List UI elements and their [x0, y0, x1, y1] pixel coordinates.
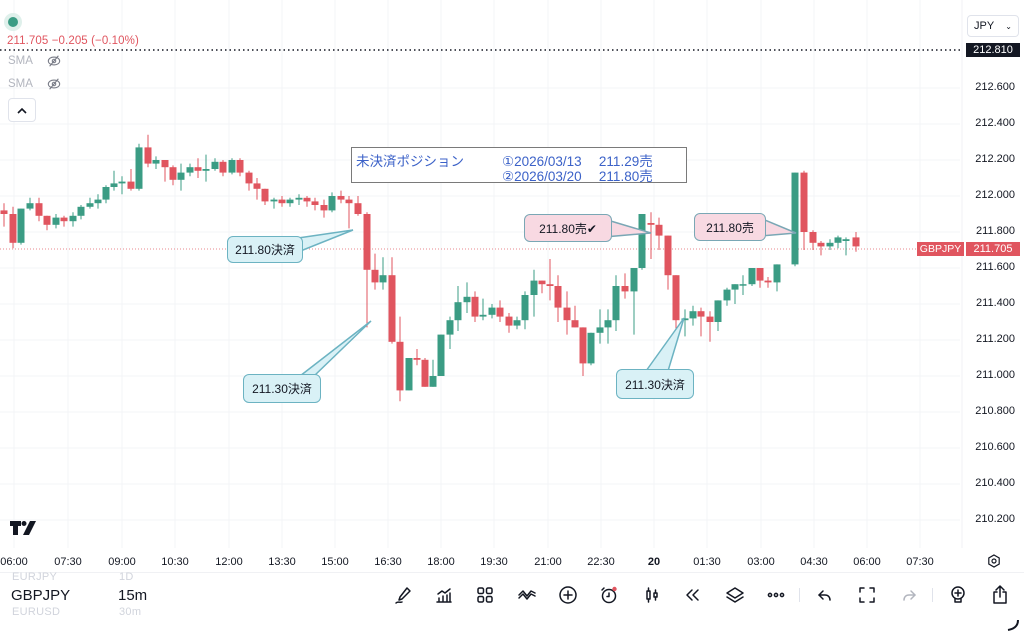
position-row-1: ①2026/03/13 211.29売 — [502, 154, 653, 169]
position-row-2: ②2026/03/20 211.80売 — [502, 169, 653, 184]
chevron-up-icon — [17, 107, 27, 114]
price-axis-label: 211.600 — [976, 261, 1015, 273]
price-change-label: 211.705 −0.205 (−0.10%) — [7, 35, 139, 47]
draw-button[interactable] — [391, 583, 415, 607]
currency-value: JPY — [974, 20, 995, 32]
share-icon — [993, 585, 1007, 604]
indicators-button[interactable] — [432, 583, 456, 607]
trend-button[interactable] — [515, 583, 539, 607]
resize-handle-icon[interactable] — [1006, 618, 1020, 632]
price-axis-label: 210.200 — [975, 513, 1015, 525]
layout-button[interactable] — [473, 583, 497, 607]
axis-divider — [0, 572, 1024, 573]
time-axis-label: 19:30 — [480, 556, 508, 568]
trend-icon — [518, 590, 536, 600]
replay-icon — [686, 589, 699, 601]
price-axis-label: 211.200 — [976, 333, 1015, 345]
indicator-sma-1-label[interactable]: SMA — [8, 55, 33, 67]
hexagon-gear-icon[interactable] — [987, 554, 1001, 568]
chart-type-button[interactable] — [640, 583, 664, 607]
share-button[interactable] — [988, 583, 1012, 607]
time-axis-label: 21:00 — [534, 556, 562, 568]
market-status-dot — [8, 17, 18, 27]
price-axis-label: 210.600 — [975, 441, 1015, 453]
price-axis-label: 211.000 — [976, 369, 1015, 381]
redo-icon — [903, 590, 916, 601]
alert-button[interactable] — [597, 583, 621, 607]
collapse-legend-button[interactable] — [8, 98, 36, 122]
interval-next[interactable]: 30m — [119, 606, 142, 618]
price-axis-label: 212.600 — [975, 81, 1015, 93]
layout-grid-icon — [477, 587, 493, 603]
price-axis-label: 212.200 — [975, 153, 1015, 165]
add-circle-icon — [559, 586, 577, 604]
callout-close-211-30-b[interactable]: 211.30決済 — [616, 369, 694, 399]
time-axis-label: 04:30 — [800, 556, 828, 568]
symbol-next[interactable]: EURUSD — [12, 606, 61, 618]
price-axis-label: 212.000 — [975, 189, 1015, 201]
time-axis-label: 07:30 — [54, 556, 82, 568]
time-axis-label: 06:00 — [0, 556, 28, 568]
time-axis-label: 12:00 — [215, 556, 243, 568]
interval-selector[interactable]: 15m — [118, 587, 148, 604]
ideas-button[interactable] — [946, 583, 970, 607]
symbol-price-tag: GBPJPY — [917, 242, 964, 256]
time-axis-label: 20 — [647, 556, 661, 568]
interval-prev[interactable]: 1D — [119, 571, 134, 583]
eye-off-icon[interactable] — [47, 54, 61, 68]
price-axis-label: 211.800 — [976, 225, 1015, 237]
time-axis-label: 07:30 — [906, 556, 934, 568]
indicator-sma-2-label[interactable]: SMA — [8, 78, 33, 90]
currency-selector[interactable]: JPY ⌄ — [967, 15, 1019, 37]
eye-off-icon[interactable] — [47, 77, 61, 91]
open-positions-title: 未決済ポジション — [356, 154, 464, 169]
time-axis-label: 15:00 — [321, 556, 349, 568]
more-button[interactable] — [764, 583, 788, 607]
more-icon — [767, 592, 785, 598]
time-axis-label: 10:30 — [161, 556, 189, 568]
time-axis-label: 03:00 — [747, 556, 775, 568]
toolbar-divider — [799, 588, 800, 602]
current-price-tag: 211.705 — [966, 242, 1020, 256]
candle-type-icon — [646, 587, 658, 603]
undo-button[interactable] — [813, 583, 837, 607]
time-axis-label: 22:30 — [587, 556, 615, 568]
price-axis-label: 210.800 — [975, 405, 1015, 417]
price-axis-label: 212.400 — [975, 117, 1015, 129]
fullscreen-icon — [859, 587, 875, 603]
fullscreen-button[interactable] — [855, 583, 879, 607]
layers-button[interactable] — [723, 583, 747, 607]
open-positions-note: 未決済ポジション ①2026/03/13 211.29売 ②2026/03/20… — [351, 147, 687, 184]
callout-sell-211-80-checked[interactable]: 211.80売✔ — [524, 214, 612, 242]
time-axis-label: 13:30 — [268, 556, 296, 568]
chevron-down-icon: ⌄ — [1005, 21, 1012, 31]
undo-icon — [818, 590, 831, 601]
time-axis-label: 18:00 — [427, 556, 455, 568]
add-button[interactable] — [556, 583, 580, 607]
time-axis-label: 01:30 — [693, 556, 721, 568]
time-axis-label: 06:00 — [853, 556, 881, 568]
time-axis-label: 16:30 — [374, 556, 402, 568]
idea-bulb-icon — [951, 586, 965, 603]
layers-icon — [726, 587, 744, 603]
redo-button[interactable] — [897, 583, 921, 607]
high-price-tag: 212.810 — [966, 43, 1020, 57]
alert-clock-icon — [601, 586, 617, 604]
callout-close-211-30-a[interactable]: 211.30決済 — [243, 374, 321, 403]
callout-close-211-80[interactable]: 211.80決済 — [227, 236, 303, 263]
time-axis-label: 09:00 — [108, 556, 136, 568]
toolbar-divider — [932, 588, 933, 602]
tradingview-logo-icon — [10, 521, 36, 535]
symbol-selector[interactable]: GBPJPY — [11, 587, 71, 604]
symbol-prev[interactable]: EURJPY — [12, 571, 58, 583]
replay-button[interactable] — [681, 583, 705, 607]
indicators-icon — [436, 588, 452, 603]
price-axis-label: 211.400 — [976, 297, 1015, 309]
price-axis-label: 210.400 — [975, 477, 1015, 489]
callout-sell-211-80[interactable]: 211.80売 — [694, 213, 766, 241]
draw-pen-icon — [395, 587, 411, 604]
